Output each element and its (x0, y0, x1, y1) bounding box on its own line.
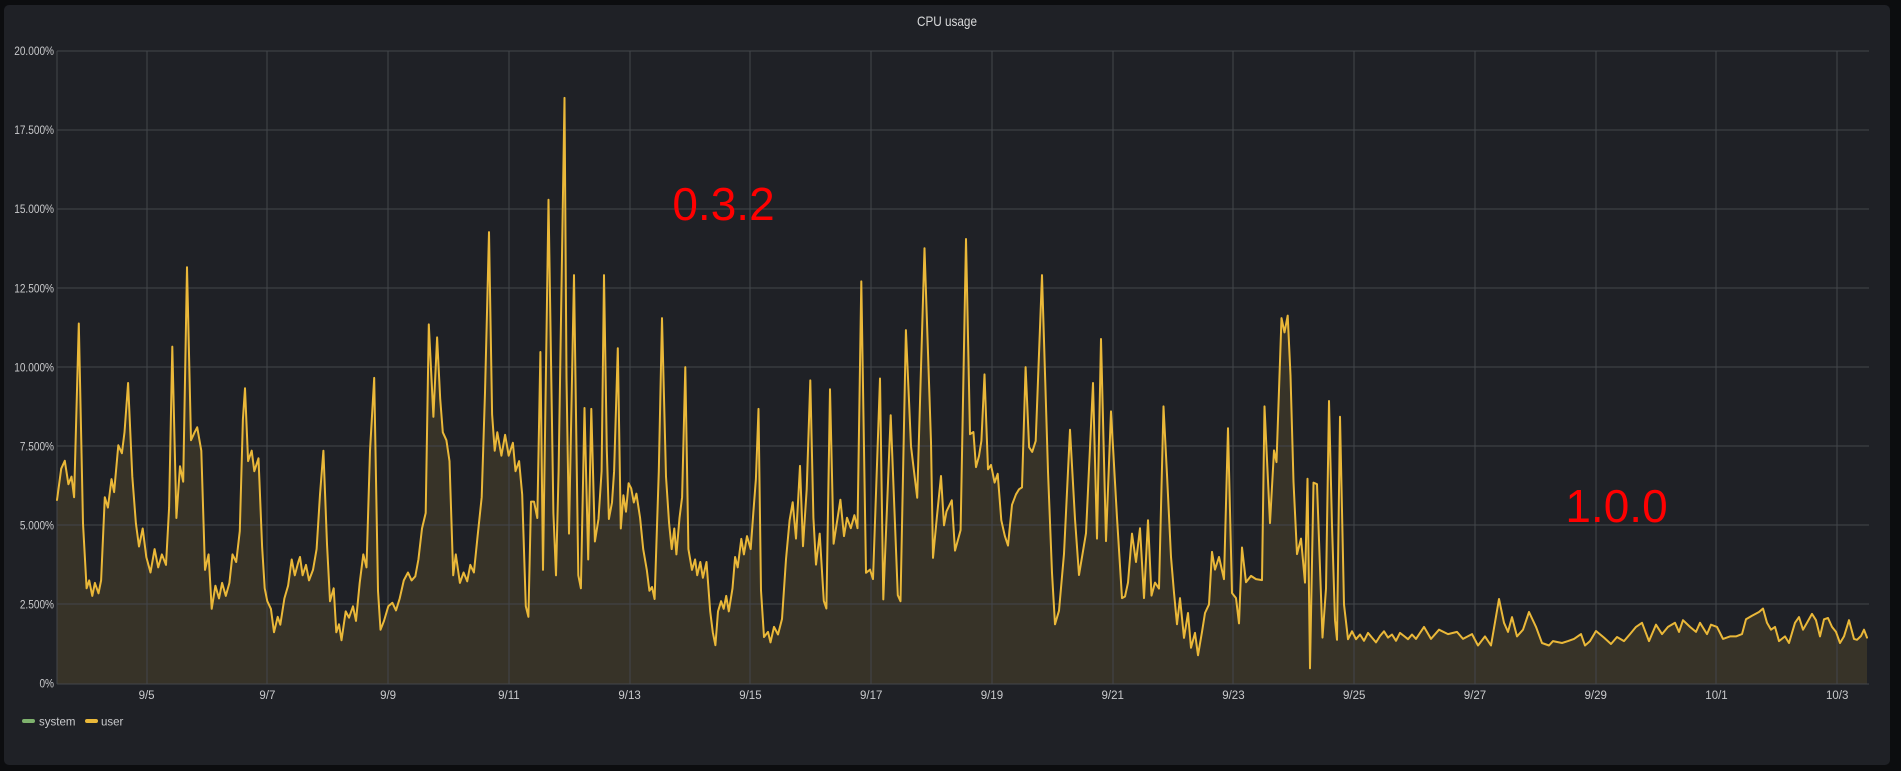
svg-text:20.000%: 20.000% (14, 45, 54, 58)
svg-text:system: system (39, 717, 75, 729)
svg-text:15.000%: 15.000% (14, 203, 54, 216)
svg-text:9/13: 9/13 (618, 690, 640, 702)
svg-text:1.0.0: 1.0.0 (1565, 480, 1667, 532)
svg-text:9/25: 9/25 (1343, 690, 1365, 702)
svg-text:9/9: 9/9 (380, 690, 396, 702)
svg-text:17.500%: 17.500% (14, 124, 54, 137)
svg-text:10/3: 10/3 (1826, 690, 1848, 702)
svg-text:0.3.2: 0.3.2 (672, 178, 774, 230)
svg-text:9/11: 9/11 (498, 690, 520, 702)
svg-text:9/29: 9/29 (1585, 690, 1607, 702)
svg-text:9/5: 9/5 (139, 690, 155, 702)
svg-text:9/15: 9/15 (739, 690, 761, 702)
svg-text:10/1: 10/1 (1705, 690, 1727, 702)
svg-text:9/19: 9/19 (981, 690, 1003, 702)
svg-text:10.000%: 10.000% (14, 362, 54, 375)
svg-text:9/7: 9/7 (259, 690, 275, 702)
svg-text:9/21: 9/21 (1102, 690, 1124, 702)
svg-text:9/23: 9/23 (1222, 690, 1244, 702)
svg-text:5.000%: 5.000% (20, 520, 54, 533)
svg-text:0%: 0% (39, 678, 54, 691)
svg-text:user: user (101, 717, 124, 729)
svg-text:12.500%: 12.500% (14, 283, 54, 296)
svg-text:7.500%: 7.500% (20, 441, 54, 454)
svg-text:9/27: 9/27 (1464, 690, 1486, 702)
svg-text:2.500%: 2.500% (20, 599, 54, 612)
svg-text:CPU usage: CPU usage (917, 14, 977, 29)
svg-text:9/17: 9/17 (860, 690, 882, 702)
